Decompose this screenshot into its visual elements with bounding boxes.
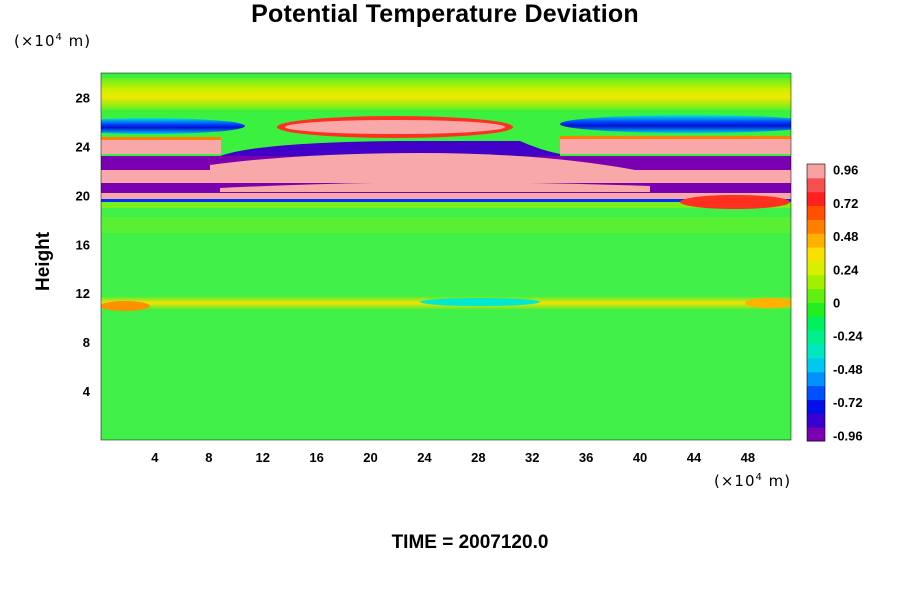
colorbar-tick-label: -0.24 bbox=[833, 329, 863, 344]
band-23-purple bbox=[220, 141, 560, 158]
plot-area bbox=[101, 73, 791, 440]
colorbar-swatch bbox=[807, 164, 825, 179]
x-tick-label: 16 bbox=[309, 450, 323, 465]
colorbar-swatch bbox=[807, 260, 825, 276]
colorbar-frame bbox=[806, 163, 826, 442]
band-25-right bbox=[560, 115, 791, 133]
band-21 bbox=[101, 170, 791, 183]
colorbar-tick-label: 0.48 bbox=[833, 229, 858, 244]
x-tick-label: 24 bbox=[417, 450, 432, 465]
colorbar-swatch bbox=[807, 191, 825, 207]
band-27 bbox=[101, 78, 791, 110]
band-25-left bbox=[101, 118, 245, 134]
y-tick-label: 16 bbox=[76, 237, 90, 252]
x-tick-label: 48 bbox=[741, 450, 755, 465]
colorbar-swatch bbox=[807, 330, 825, 345]
colorbar-tick-label: 0.96 bbox=[833, 163, 858, 178]
colorbar-swatch bbox=[807, 205, 825, 220]
colorbar-tick-label: 0 bbox=[833, 296, 840, 311]
patch-right-red bbox=[680, 195, 790, 209]
y-tick-label: 28 bbox=[76, 90, 90, 105]
band-24-left-edge bbox=[101, 137, 221, 140]
band-24-right bbox=[560, 138, 791, 154]
band-20-lens bbox=[220, 182, 650, 192]
colorbar-swatch bbox=[807, 316, 825, 331]
chart-title: Potential Temperature Deviation bbox=[251, 0, 639, 28]
x-tick-label: 32 bbox=[525, 450, 539, 465]
x-tick-label: 28 bbox=[471, 450, 485, 465]
y-axis-ticks: 4 8 12 16 20 24 28 bbox=[76, 90, 91, 399]
field-lower bbox=[101, 200, 791, 440]
colorbar-swatch bbox=[807, 399, 825, 414]
x-axis-unit: (×104 m) bbox=[714, 472, 792, 490]
x-tick-label: 40 bbox=[633, 450, 647, 465]
colorbar-swatch bbox=[807, 344, 825, 359]
x-axis-ticks: 4 8 12 16 20 24 28 32 36 40 44 48 bbox=[151, 450, 755, 465]
y-tick-label: 12 bbox=[76, 286, 90, 301]
y-tick-label: 4 bbox=[83, 384, 91, 399]
x-tick-label: 4 bbox=[151, 450, 159, 465]
band-24-left bbox=[101, 139, 221, 154]
colorbar-tick-label: -0.72 bbox=[833, 395, 863, 410]
colorbar-swatch bbox=[807, 288, 825, 303]
band-19 bbox=[101, 193, 791, 199]
colorbar-tick-label: -0.48 bbox=[833, 362, 863, 377]
y-tick-label: 8 bbox=[83, 335, 90, 350]
colorbar-tick-label: -0.96 bbox=[833, 428, 863, 443]
band-17 bbox=[101, 217, 791, 233]
patch-11-left bbox=[101, 301, 150, 311]
x-tick-label: 44 bbox=[687, 450, 702, 465]
x-tick-label: 20 bbox=[363, 450, 377, 465]
colorbar-swatch bbox=[807, 233, 825, 248]
colorbar-tick-label: 0.24 bbox=[833, 262, 859, 277]
x-tick-label: 8 bbox=[205, 450, 212, 465]
band-24-right-edge bbox=[560, 136, 791, 139]
patch-11-cyan bbox=[420, 298, 540, 306]
colorbar-swatch bbox=[807, 385, 825, 400]
colorbar-tick-label: 0.72 bbox=[833, 196, 858, 211]
y-axis-unit: (×104 m) bbox=[14, 32, 92, 50]
colorbar-swatch bbox=[807, 219, 825, 234]
colorbar-swatch bbox=[807, 357, 825, 373]
band-19-halo bbox=[101, 202, 791, 208]
band-19-edge bbox=[101, 199, 791, 202]
x-tick-label: 12 bbox=[255, 450, 269, 465]
x-tick-label: 36 bbox=[579, 450, 593, 465]
patch-11-right bbox=[745, 298, 791, 308]
y-tick-label: 20 bbox=[76, 188, 90, 203]
time-label: TIME = 2007120.0 bbox=[391, 532, 549, 553]
colorbar-swatch bbox=[807, 247, 825, 262]
colorbar-swatch bbox=[807, 413, 825, 428]
colorbar: 0.96 0.72 0.48 0.24 0 -0.24 -0.48 -0.72 -0.96 bbox=[806, 163, 863, 443]
plot-frame bbox=[100, 72, 792, 441]
colorbar-swatch bbox=[807, 371, 825, 387]
colorbar-swatch bbox=[807, 427, 825, 442]
colorbar-swatch bbox=[807, 302, 825, 317]
band-25-center bbox=[285, 120, 505, 134]
y-tick-label: 24 bbox=[76, 139, 91, 154]
colorbar-swatch bbox=[807, 274, 825, 290]
colorbar-swatch bbox=[807, 177, 825, 193]
